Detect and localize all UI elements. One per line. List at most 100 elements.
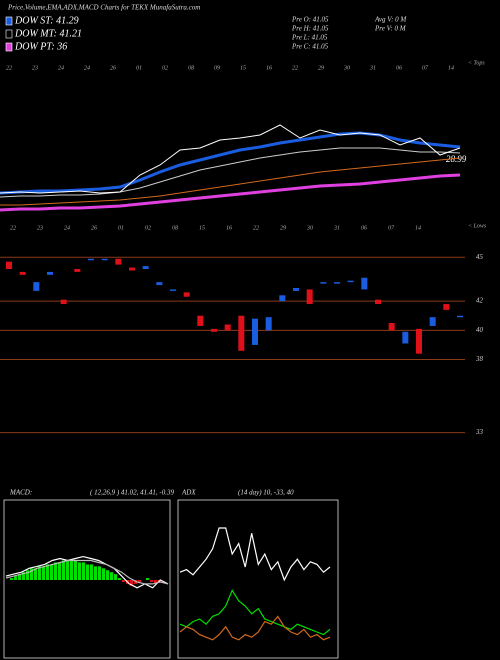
date-label: 06 bbox=[396, 65, 402, 71]
date-label: 24 bbox=[58, 64, 64, 71]
date-label: 29 bbox=[318, 65, 324, 71]
histogram-bar bbox=[98, 566, 102, 580]
candle-body bbox=[115, 258, 122, 265]
date-label: 23 bbox=[32, 65, 38, 71]
histogram-bar bbox=[102, 568, 106, 580]
candle-body bbox=[320, 282, 327, 284]
histogram-bar bbox=[138, 580, 142, 582]
histogram-bar bbox=[150, 580, 154, 582]
info-text: Avg V: 0 M bbox=[374, 16, 407, 24]
date-label: 06 bbox=[361, 225, 367, 231]
candle-body bbox=[129, 267, 135, 271]
candle-body bbox=[142, 266, 149, 269]
date-label: 22 bbox=[10, 225, 16, 231]
candle-body bbox=[211, 328, 217, 332]
histogram-bar bbox=[58, 562, 62, 580]
date-label: 16 bbox=[226, 225, 232, 231]
date-label: 02 bbox=[162, 65, 168, 71]
macd-title: MACD: bbox=[9, 489, 32, 497]
legend-label: DOW MT: 41.21 bbox=[14, 28, 82, 39]
series-line bbox=[179, 589, 331, 636]
histogram-bar bbox=[50, 564, 54, 580]
series-line bbox=[0, 124, 461, 194]
candle-body bbox=[88, 258, 94, 261]
legend-label: DOW PT: 36 bbox=[14, 41, 67, 52]
date-label: 02 bbox=[145, 225, 151, 231]
histogram-bar bbox=[34, 568, 38, 580]
histogram-bar bbox=[130, 580, 134, 586]
date-label: 15 bbox=[240, 65, 246, 71]
legend-swatch bbox=[5, 42, 13, 52]
tops-label: < Tops bbox=[468, 60, 485, 66]
candle-body bbox=[33, 282, 40, 291]
candle-body bbox=[402, 331, 409, 344]
lows-label: < Lows bbox=[468, 223, 487, 229]
info-text: Pre L: 41.05 bbox=[291, 34, 328, 42]
series-line bbox=[179, 527, 331, 582]
candle-body bbox=[375, 299, 381, 305]
date-label: 01 bbox=[118, 225, 124, 231]
series-line bbox=[0, 157, 461, 206]
date-label: 22 bbox=[253, 225, 259, 231]
candle-body bbox=[293, 287, 299, 291]
histogram-bar bbox=[90, 564, 94, 580]
candle-body bbox=[252, 318, 258, 345]
histogram-bar bbox=[70, 560, 74, 580]
histogram-bar bbox=[26, 570, 30, 580]
date-label: 09 bbox=[214, 65, 220, 71]
histogram-bar bbox=[10, 578, 14, 580]
info-text: Pre H: 41.05 bbox=[291, 25, 329, 33]
date-label: 16 bbox=[266, 65, 272, 71]
date-label: 31 bbox=[333, 225, 340, 231]
info-text: Pre C: 41.05 bbox=[291, 43, 329, 51]
histogram-bar bbox=[86, 564, 90, 580]
date-label: 15 bbox=[199, 225, 205, 231]
candle-body bbox=[47, 271, 53, 275]
price-annotation: 28.99 bbox=[446, 154, 467, 164]
adx-title: ADX bbox=[181, 489, 196, 497]
date-label: 24 bbox=[64, 224, 70, 231]
info-text: Pre O: 41.05 bbox=[291, 16, 329, 24]
date-label: 26 bbox=[110, 65, 116, 71]
histogram-bar bbox=[118, 578, 122, 580]
histogram-bar bbox=[154, 580, 158, 584]
date-label: 30 bbox=[343, 65, 350, 71]
candle-body bbox=[443, 304, 450, 310]
date-label: 24 bbox=[84, 64, 90, 71]
series-line bbox=[5, 559, 169, 585]
histogram-bar bbox=[74, 560, 78, 580]
histogram-bar bbox=[14, 576, 18, 580]
series-line bbox=[0, 131, 461, 195]
legend-label: DOW ST: 41.29 bbox=[14, 15, 79, 26]
histogram-bar bbox=[54, 562, 58, 580]
series-line bbox=[0, 173, 461, 212]
date-label: 29 bbox=[280, 225, 286, 231]
date-label: 31 bbox=[369, 65, 376, 71]
candle-body bbox=[347, 280, 354, 283]
histogram-bar bbox=[110, 572, 114, 580]
date-label: 07 bbox=[388, 225, 395, 231]
candle-body bbox=[361, 277, 368, 290]
macd-params: ( 12,26,9 ) 41.02, 41.41, -0.39 bbox=[90, 489, 174, 497]
chart-title: Price,Volume,EMA,ADX,MACD Charts for TEK… bbox=[7, 4, 200, 12]
histogram-bar bbox=[78, 562, 82, 580]
histogram-bar bbox=[62, 560, 66, 580]
date-label: 08 bbox=[188, 65, 194, 71]
histogram-bar bbox=[134, 580, 138, 584]
y-tick-label: 42 bbox=[476, 297, 484, 305]
candle-body bbox=[156, 282, 163, 286]
histogram-bar bbox=[82, 562, 86, 580]
info-text: Pre V: 0 M bbox=[374, 25, 407, 33]
legend-swatch bbox=[5, 29, 13, 39]
adx-params: (14 day) 10, -33, 40 bbox=[238, 489, 294, 497]
y-tick-label: 38 bbox=[475, 355, 484, 363]
histogram-bar bbox=[30, 568, 34, 580]
histogram-bar bbox=[146, 578, 150, 580]
series-line bbox=[5, 555, 169, 589]
series-line bbox=[179, 615, 331, 641]
histogram-bar bbox=[42, 566, 46, 580]
candle-body bbox=[388, 323, 395, 331]
histogram-bar bbox=[38, 566, 42, 580]
candle-body bbox=[60, 299, 67, 305]
candle-body bbox=[74, 268, 81, 272]
